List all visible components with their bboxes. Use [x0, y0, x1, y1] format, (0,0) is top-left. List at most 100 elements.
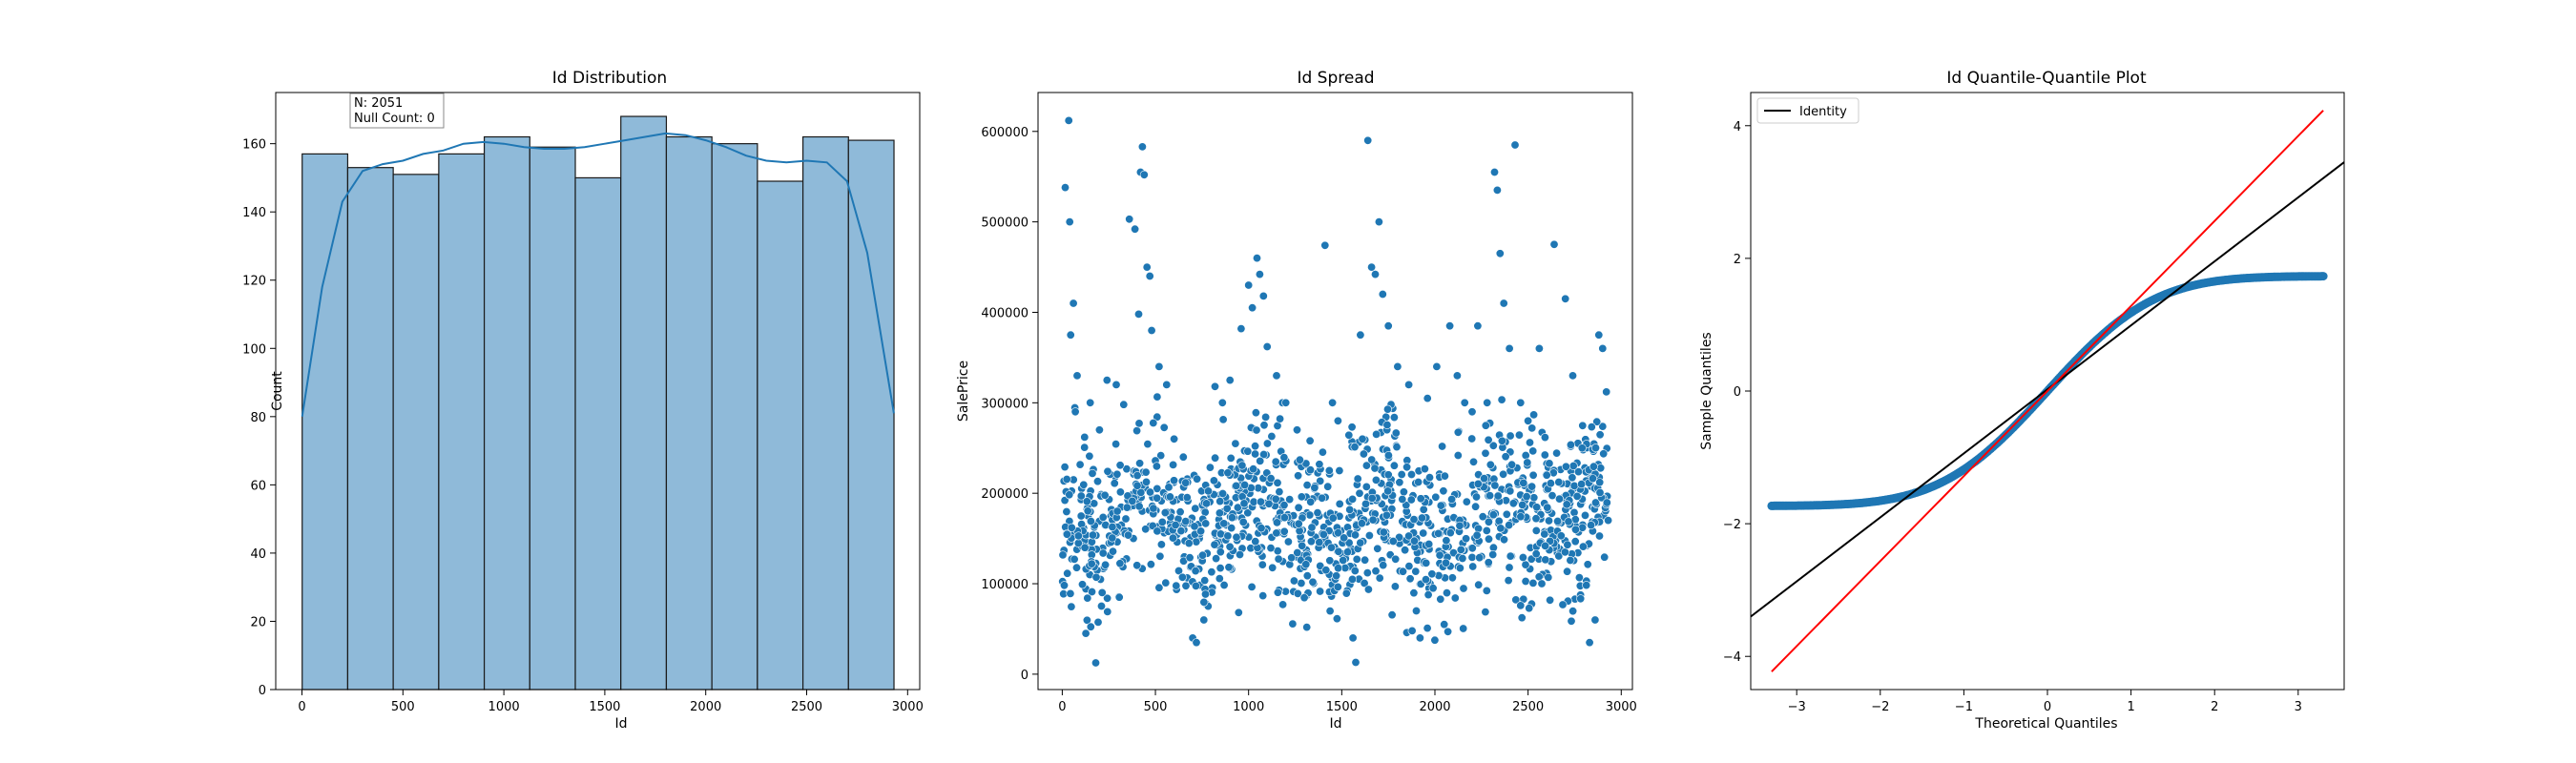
- scatter-x-tick-label: 2000: [1419, 700, 1450, 714]
- scatter-point: [1374, 217, 1383, 227]
- scatter-point: [1215, 547, 1225, 557]
- scatter-point: [1398, 494, 1407, 504]
- scatter-point: [1459, 624, 1468, 633]
- qq-fit-line: [1750, 161, 2345, 618]
- scatter-point: [1344, 430, 1354, 440]
- scatter-point: [1325, 607, 1335, 616]
- scatter-point: [1383, 486, 1393, 496]
- scatter-point: [1061, 183, 1070, 193]
- scatter-point: [1505, 563, 1514, 572]
- scatter-point: [1499, 299, 1508, 308]
- scatter-point: [1153, 412, 1162, 422]
- histogram-bar: [346, 167, 394, 691]
- scatter-point: [1154, 583, 1164, 592]
- scatter-point: [1145, 271, 1154, 280]
- scatter-point: [1506, 486, 1515, 496]
- scatter-point: [1473, 321, 1483, 331]
- scatter-point: [1368, 515, 1378, 525]
- scatter-point: [1181, 517, 1191, 526]
- scatter-point: [1279, 501, 1289, 510]
- histogram-y-tick-label: 20: [250, 615, 266, 629]
- histogram-x-tick-label: 2000: [690, 700, 721, 714]
- scatter-point: [1455, 521, 1465, 530]
- scatter-point: [1306, 497, 1316, 506]
- scatter-point: [1199, 597, 1209, 607]
- scatter-point: [1190, 522, 1199, 531]
- histogram-title: Id Distribution: [552, 69, 667, 88]
- scatter-point: [1497, 395, 1506, 404]
- scatter-point: [1193, 474, 1202, 484]
- scatter-point: [1149, 418, 1158, 427]
- histogram-y-tick-label: 120: [242, 275, 266, 289]
- scatter-y-tick-label: 100000: [981, 578, 1028, 592]
- scatter-point: [1110, 479, 1119, 488]
- scatter-point: [1159, 423, 1169, 432]
- scatter-point: [1258, 591, 1268, 601]
- qq-title: Id Quantile-Quantile Plot: [1946, 69, 2147, 88]
- scatter-point: [1391, 554, 1401, 564]
- scatter-point: [1204, 486, 1214, 496]
- scatter-point: [1518, 500, 1527, 509]
- scatter-point: [1080, 543, 1090, 552]
- scatter-point: [1480, 474, 1489, 484]
- scatter-point: [1333, 582, 1342, 591]
- scatter-point: [1198, 550, 1208, 560]
- scatter-point: [1227, 524, 1236, 533]
- scatter-point: [1404, 380, 1414, 389]
- scatter-point: [1238, 517, 1248, 526]
- histogram-panel: Id Distribution 0 500 1000 1500 2000 2500 3000…: [242, 69, 924, 732]
- scatter-point: [1146, 560, 1155, 569]
- scatter-point: [1493, 491, 1503, 501]
- scatter-y-tick-label: 300000: [981, 397, 1028, 411]
- scatter-point: [1315, 460, 1324, 469]
- scatter-point: [1458, 553, 1467, 563]
- scatter-point: [1232, 532, 1241, 542]
- scatter-point: [1407, 469, 1417, 479]
- qq-panel: Id Quantile-Quantile Plot −3 −2 −1 0 1 2 3 −4 −2…: [1699, 69, 2345, 732]
- scatter-y-tick-label: 400000: [981, 306, 1028, 320]
- scatter-point: [1264, 499, 1274, 508]
- histogram-x-tick-label: 1500: [589, 700, 620, 714]
- scatter-point: [1428, 584, 1438, 593]
- scatter-point: [1345, 505, 1355, 514]
- scatter-point: [1086, 398, 1095, 407]
- scatter-point: [1069, 299, 1078, 308]
- scatter-point: [1132, 561, 1142, 570]
- scatter-point: [1409, 588, 1419, 598]
- scatter-point: [1212, 554, 1221, 564]
- scatter-point: [1306, 465, 1316, 475]
- scatter-point: [1319, 529, 1328, 539]
- scatter-point: [1259, 421, 1269, 430]
- scatter-point: [1058, 550, 1068, 560]
- scatter-point: [1273, 588, 1282, 597]
- scatter-point: [1528, 446, 1538, 456]
- scatter-point: [1098, 512, 1108, 522]
- scatter-point: [1568, 461, 1578, 470]
- scatter-point: [1315, 538, 1324, 547]
- scatter-point: [1591, 498, 1601, 507]
- scatter-point: [1389, 461, 1399, 470]
- scatter-point: [1334, 546, 1343, 556]
- scatter-point: [1237, 461, 1247, 470]
- scatter-point: [1271, 494, 1280, 504]
- scatter-point: [1070, 554, 1079, 564]
- scatter-point: [1383, 450, 1393, 460]
- scatter-point: [1251, 537, 1260, 546]
- scatter-point: [1132, 481, 1142, 490]
- scatter-point: [1481, 421, 1490, 430]
- scatter-point: [1199, 615, 1209, 625]
- scatter-point: [1060, 581, 1070, 590]
- scatter-point: [1383, 404, 1393, 414]
- histogram-bar: [301, 153, 349, 691]
- qq-x-label: Theoretical Quantiles: [1974, 716, 2117, 732]
- scatter-point: [1529, 493, 1539, 503]
- scatter-point: [1488, 549, 1498, 559]
- scatter-point: [1371, 567, 1381, 576]
- scatter-point: [1524, 416, 1533, 425]
- scatter-point: [1442, 558, 1451, 567]
- scatter-point: [1066, 330, 1075, 340]
- scatter-point: [1568, 607, 1578, 616]
- scatter-point: [1185, 553, 1195, 563]
- scatter-point: [1065, 490, 1074, 500]
- scatter-point: [1578, 421, 1588, 430]
